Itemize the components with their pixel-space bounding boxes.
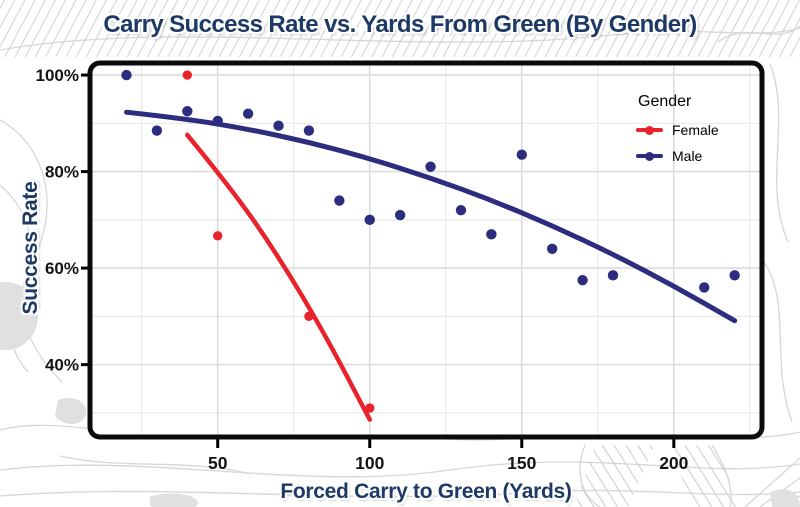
male-point [364,214,375,226]
legend-item-male: Male [636,148,719,164]
male-point [303,125,315,136]
male-point [334,195,345,206]
y-tick-label: 80% [45,163,79,182]
male-point [729,270,740,281]
legend-item-female: Female [636,122,719,138]
pond-shapes [0,282,800,507]
female-point [304,311,314,322]
x-axis-title: Forced Carry to Green (Yards) [280,480,572,503]
plot-panel [90,63,762,437]
male-point [151,125,163,136]
y-tick-label: 40% [45,356,79,375]
legend-label-female: Female [672,122,719,138]
male-point [182,106,193,117]
y-tick-label: 60% [45,259,79,278]
female-line-swatch-icon [636,125,663,135]
rough-hatch-top [0,0,800,57]
legend: Gender Female Male [636,93,719,174]
x-tick-label: 150 [507,453,536,473]
female-swatch-dot [645,125,654,135]
y-tick-label: 100% [36,66,79,85]
male-swatch-dot [645,151,654,161]
legend-label-male: Male [672,148,703,164]
male-point [455,204,467,216]
chart-title: Carry Success Rate vs. Yards From Green … [103,11,697,38]
male-point [486,229,497,240]
rough-hatch-bottom-2 [668,445,742,507]
male-point [699,282,710,293]
plot-border [87,60,765,440]
x-tick-label: 100 [355,453,384,473]
male-point [212,115,223,127]
male-line-swatch-icon [636,151,663,161]
male-trend-line [123,109,738,324]
female-trend-line [185,132,372,422]
female-point [213,231,223,241]
male-point [577,274,588,286]
x-tick-label: 200 [659,453,688,473]
female-point [182,70,193,80]
female-point [365,403,375,413]
male-point [546,243,558,254]
male-point [273,120,284,131]
y-axis-title: Success Rate [19,181,42,315]
male-point [121,69,132,81]
male-point [516,149,527,160]
male-point [242,108,254,119]
legend-title: Gender [638,93,692,110]
male-point [394,209,406,221]
male-point [425,161,436,172]
x-tick-label: 50 [208,453,228,473]
male-point [607,270,619,281]
rough-hatch-bottom-1 [574,445,655,507]
